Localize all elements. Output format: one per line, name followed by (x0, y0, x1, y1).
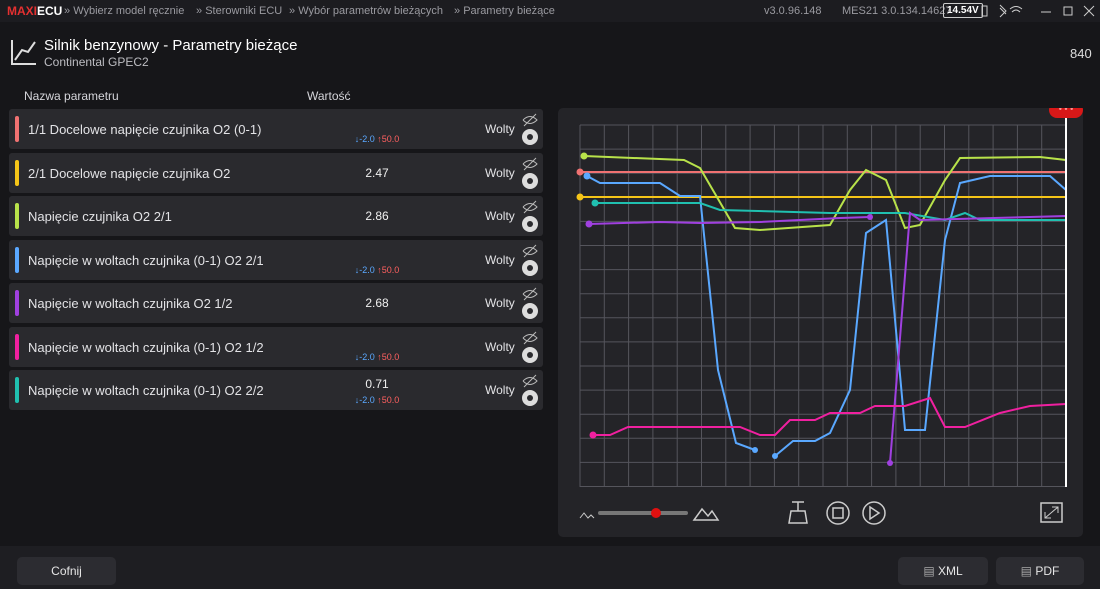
color-strip (15, 246, 19, 273)
min-max: ↓-2.0 ↑50.0 (329, 352, 425, 362)
count: 840 (1070, 46, 1092, 61)
max-value: 50.0 (381, 134, 400, 144)
visibility-icons[interactable] (520, 154, 540, 192)
min-label: ↓-2.0 (354, 395, 375, 405)
max-value: 50.0 (381, 395, 400, 405)
parameter-value: 0.71 (365, 377, 389, 391)
parameter-value: 2.47 (365, 165, 389, 180)
parameter-name: Napięcie w woltach czujnika (0-1) O2 1/2 (28, 339, 264, 355)
logo: MAXIECU (7, 4, 62, 18)
svg-text:• • •: • • • (1059, 108, 1073, 114)
breadcrumb-item: » Parametry bieżące (454, 5, 555, 17)
parameter-unit: Wolty (485, 252, 515, 267)
button-text[interactable]: XML (937, 564, 963, 578)
button-text[interactable]: PDF (1035, 564, 1060, 578)
parameter-value: 2.68 (365, 296, 389, 310)
parameter-name: Napięcie w woltach czujnika O2 1/2 (28, 296, 233, 311)
breadcrumb-item[interactable]: » Wybierz model ręcznie (64, 5, 185, 17)
crumb-text[interactable]: Wybierz model ręcznie (73, 5, 185, 17)
min-label: ↓-2.0 (354, 264, 375, 275)
parameter-name: 2/1 Docelowe napięcie czujnika O2 (28, 165, 231, 181)
parameter-name: Napięcie czujnika O2 2/1 (28, 209, 172, 224)
min-value: -2.0 (359, 351, 375, 362)
column-header: Nazwa parametru (24, 89, 119, 103)
page-subtitle: Continental GPEC2 (44, 55, 149, 69)
color-strip (15, 377, 19, 403)
page-title: Silnik benzynowy - Parametry bieżące (44, 37, 298, 54)
max-value: 50.0 (381, 351, 400, 362)
max-label: ↑50.0 (377, 264, 400, 275)
parameter-unit: Wolty (485, 296, 515, 310)
color-strip (15, 333, 19, 360)
parameter-row[interactable]: 2/1 Docelowe napięcie czujnika O2 2.47 Wol… (9, 152, 543, 193)
min-value: -2.0 (359, 134, 375, 144)
color-strip (15, 290, 19, 316)
device: MES21 3.0.134.14627 (842, 5, 952, 17)
breadcrumb-item[interactable]: » Wybór parametrów bieżących (289, 5, 443, 17)
breadcrumb-item[interactable]: » Sterowniki ECU (196, 5, 283, 17)
parameter-unit: Wolty (485, 383, 515, 397)
graph: • • • (576, 102, 1083, 525)
parameter-row[interactable]: Napięcie czujnika O2 2/1 2.86 Wolty (9, 196, 543, 236)
visibility-icons[interactable] (520, 284, 540, 322)
header-icon (11, 40, 36, 65)
version: v3.0.96.148 (764, 5, 822, 17)
logo-b: ECU (37, 4, 63, 18)
parameter-row[interactable]: Napięcie w woltach czujnika O2 1/2 2.68 Wo… (9, 283, 543, 323)
visibility-icons[interactable] (520, 110, 540, 148)
min-value: -2.0 (359, 264, 375, 275)
min-max: ↓-2.0 ↑50.0 (329, 134, 425, 144)
min-value: -2.0 (359, 395, 375, 405)
parameter-row[interactable]: Napięcie w woltach czujnika (0-1) O2 2/1… (9, 239, 543, 280)
parameter-name: Napięcie w woltach czujnika (0-1) O2 2/1 (28, 252, 264, 268)
parameter-name: 1/1 Docelowe napięcie czujnika O2 (0-1) (28, 122, 262, 137)
max-label: ↑50.0 (377, 351, 400, 362)
min-label: ↓-2.0 (354, 134, 375, 144)
max-value: 50.0 (381, 264, 400, 275)
parameter-row[interactable]: Napięcie w woltach czujnika (0-1) O2 1/2… (9, 326, 543, 367)
voltage: 14.54V (943, 3, 983, 18)
top-bar: MAXIECU » Wybierz model ręcznie » Sterow… (0, 0, 1100, 22)
chart-panel: • • • (558, 102, 1083, 537)
visibility-icons[interactable] (520, 197, 540, 235)
parameter-row[interactable]: Napięcie w woltach czujnika (0-1) O2 2/2… (9, 370, 543, 410)
visibility-icons[interactable] (520, 371, 540, 409)
parameter-row[interactable]: 1/1 Docelowe napięcie czujnika O2 (0-1) ↓… (9, 109, 543, 149)
logo-a: MAXI (7, 4, 37, 18)
min-label: ↓-2.0 (354, 351, 375, 362)
visibility-icons[interactable] (520, 328, 540, 366)
parameter-name: Napięcie w woltach czujnika (0-1) O2 2/2 (28, 383, 264, 398)
crumb-text: Parametry bieżące (463, 5, 555, 17)
color-strip (15, 159, 19, 186)
parameter-value: 2.86 (365, 209, 389, 223)
window-icons (981, 4, 1095, 18)
max-label: ↑50.0 (377, 395, 400, 405)
pdf-button[interactable]: ▤ PDF (996, 557, 1084, 585)
visibility-icons[interactable] (520, 241, 540, 279)
color-strip (15, 203, 19, 229)
parameter-unit: Wolty (485, 209, 515, 223)
parameter-unit: Wolty (485, 122, 515, 136)
column-header: Wartość (307, 89, 351, 103)
max-label: ↑50.0 (377, 134, 400, 144)
min-max: ↓-2.0 ↑50.0 (329, 265, 425, 275)
min-max: ↓-2.0 ↑50.0 (329, 395, 425, 405)
crumb-text[interactable]: Wybór parametrów bieżących (298, 5, 443, 17)
color-strip (15, 116, 19, 142)
xml-button[interactable]: ▤ XML (898, 557, 988, 585)
parameter-unit: Wolty (485, 165, 515, 180)
parameter-unit: Wolty (485, 339, 515, 354)
back-button[interactable]: Cofnij (17, 557, 116, 585)
crumb-text[interactable]: Sterowniki ECU (205, 5, 283, 17)
